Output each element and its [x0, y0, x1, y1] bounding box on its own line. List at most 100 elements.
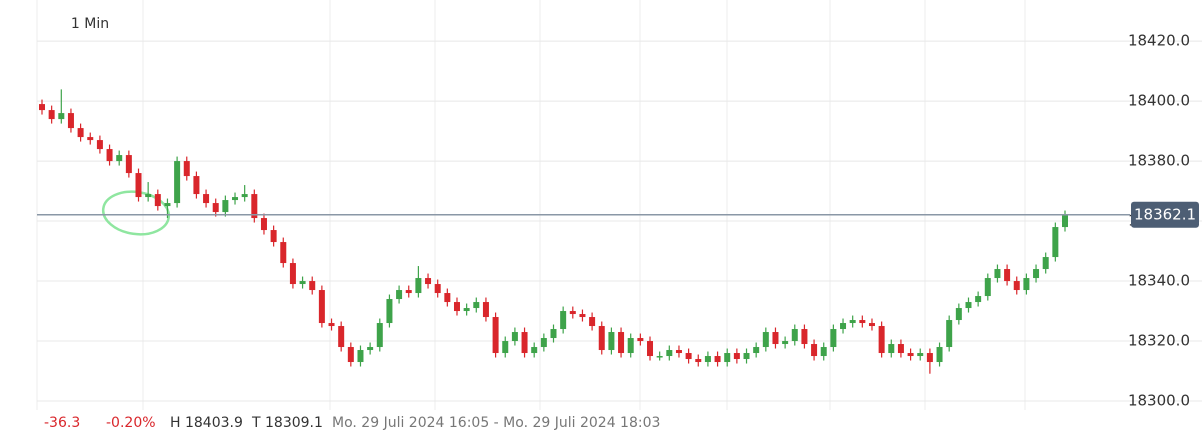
candle-body [434, 284, 441, 294]
candle-body [550, 329, 557, 339]
candle-body [135, 173, 142, 198]
candle-body [376, 323, 383, 348]
candle-body [753, 347, 760, 354]
candle-body [830, 329, 837, 348]
candle-body [174, 161, 181, 204]
candle-body [1013, 281, 1020, 291]
candle-body [569, 311, 576, 315]
candle-body [299, 281, 306, 285]
candle-body [338, 326, 345, 348]
candle-body [704, 356, 711, 363]
candle-body [251, 194, 258, 219]
candle-body [579, 314, 586, 318]
y-tick-label: 18340.0 [1128, 272, 1190, 290]
candle-body [280, 242, 287, 264]
candle-body [975, 296, 982, 303]
high-label: H 18403.9 [170, 415, 243, 431]
candle-body [946, 320, 953, 348]
candle-body [521, 332, 528, 354]
candle-body [598, 326, 605, 351]
candle-body [222, 200, 229, 213]
candle-body [589, 317, 596, 327]
candle-body [560, 311, 567, 330]
candle-body [868, 323, 875, 327]
candle-body [347, 347, 354, 363]
change-pct: -0.20% [106, 415, 156, 431]
candle-body [1062, 214, 1068, 228]
candle-body [965, 302, 972, 309]
candle-body [164, 203, 171, 207]
candle-body [685, 353, 692, 360]
candle-body [743, 353, 750, 360]
candle-body [714, 356, 721, 363]
candle-body [183, 161, 190, 177]
candle-body [502, 341, 509, 354]
candle-body [801, 329, 808, 345]
candle-body [936, 347, 943, 363]
candle-body [878, 326, 885, 354]
candle-body [367, 347, 374, 351]
candle-body [58, 113, 65, 120]
candle-body [1033, 269, 1040, 279]
candle-body [811, 344, 818, 357]
candle-body [897, 344, 904, 354]
candle-body [791, 329, 798, 342]
candle-body [492, 317, 499, 354]
candle-body [463, 308, 470, 312]
candle-body [473, 302, 480, 309]
candle-body [193, 176, 200, 195]
candle-body [511, 332, 518, 342]
candle-body [1042, 257, 1049, 270]
candle-body [724, 353, 731, 363]
candle-body [289, 263, 296, 285]
candle-body [984, 278, 991, 297]
candle-body [154, 194, 161, 207]
candle-body [318, 290, 325, 324]
y-tick-label: 18300.0 [1128, 392, 1190, 410]
candle-body [627, 338, 634, 354]
candle-body [357, 350, 364, 363]
last-price-label: 18362.1 [1134, 205, 1196, 223]
change: -36.3 [44, 415, 80, 431]
candle-body [48, 110, 55, 120]
candle-body [859, 320, 866, 324]
candle-body [453, 302, 460, 312]
candle-body [309, 281, 316, 291]
candle-body [656, 356, 663, 358]
candle-body [444, 293, 451, 303]
candle-body [695, 359, 702, 363]
candle-body [675, 350, 682, 354]
candle-body [405, 290, 412, 294]
candle-body [1023, 278, 1030, 291]
candle-body [396, 290, 403, 300]
low-label: T 18309.1 [251, 415, 323, 431]
candle-body [608, 332, 615, 351]
candle-body [106, 149, 113, 162]
y-tick-label: 18380.0 [1128, 152, 1190, 170]
candle-body [840, 323, 847, 330]
candle-body [733, 353, 740, 360]
candle-body [772, 332, 779, 345]
y-tick-label: 18320.0 [1128, 332, 1190, 350]
candle-body [241, 194, 248, 198]
candle-body [125, 155, 132, 174]
interval-label: 1 Min [71, 16, 109, 32]
candle-body [849, 320, 856, 324]
candle-body [39, 104, 45, 111]
candle-body [666, 350, 673, 357]
candle-body [482, 302, 489, 318]
candle-body [907, 353, 914, 357]
candle-body [540, 338, 547, 348]
candle-body [1004, 269, 1011, 282]
candle-body [96, 140, 103, 150]
candle-body [116, 155, 123, 162]
interval-box [60, 10, 120, 38]
candle-body [328, 323, 335, 327]
candle-body [77, 128, 84, 138]
candle-body [212, 203, 219, 213]
y-tick-label: 18420.0 [1128, 32, 1190, 50]
candle-body [145, 194, 152, 198]
candle-body [955, 308, 962, 321]
candle-body [618, 332, 625, 354]
candle-body [87, 137, 94, 141]
